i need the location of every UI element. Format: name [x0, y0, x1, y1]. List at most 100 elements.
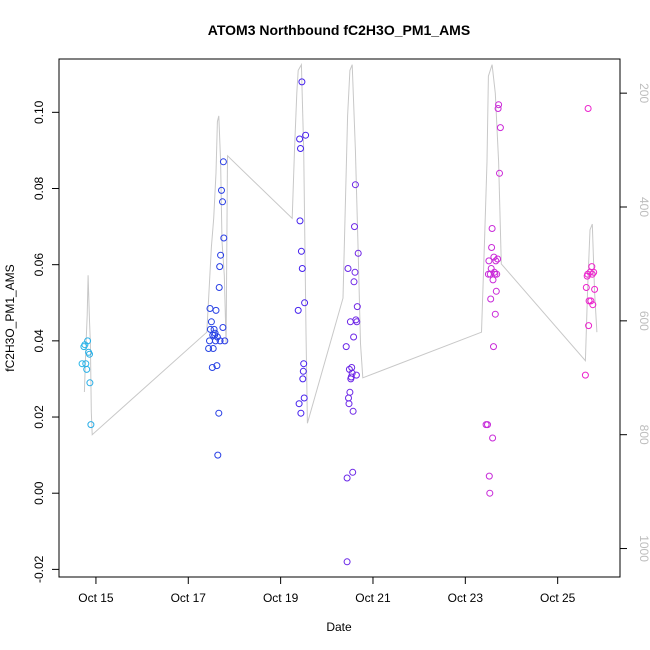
data-point — [211, 329, 219, 337]
data-points — [78, 78, 599, 566]
data-point — [487, 295, 495, 303]
data-point — [495, 101, 503, 109]
y-tick-label: 0.06 — [32, 253, 46, 277]
data-point — [584, 270, 592, 278]
y2-axis: 200 400 600 800 1000 — [619, 59, 650, 577]
data-point — [205, 345, 213, 352]
data-point — [588, 270, 596, 278]
data-point — [344, 265, 352, 272]
data-point — [496, 169, 503, 177]
x-axis: Oct 15 Oct 17 Oct 19 Oct 21 Oct 23 Oct 25 — [78, 577, 576, 605]
data-point — [496, 124, 504, 132]
data-point — [342, 343, 350, 351]
x-tick-label: Oct 25 — [540, 591, 576, 605]
data-point — [349, 468, 357, 476]
data-point — [298, 265, 306, 272]
data-point — [221, 337, 229, 345]
data-point — [492, 287, 500, 295]
data-point — [351, 223, 358, 231]
data-point — [297, 409, 305, 417]
data-point — [217, 251, 225, 259]
y2-tick-label: 800 — [637, 425, 650, 445]
data-point — [219, 158, 227, 166]
chart-title: ATOM3 Northbound fC2H3O_PM1_AMS — [208, 22, 470, 38]
data-point — [296, 217, 304, 225]
data-point — [488, 225, 496, 232]
data-point — [219, 324, 227, 331]
data-point — [486, 489, 494, 497]
data-point — [298, 78, 306, 86]
data-point — [487, 265, 495, 272]
data-point — [591, 285, 599, 293]
data-point — [297, 247, 305, 255]
y-axis: -0.02 0.00 0.02 0.04 0.06 0.08 0.10 — [32, 100, 59, 583]
data-point — [492, 257, 500, 265]
data-point — [493, 270, 501, 278]
data-point — [587, 297, 595, 305]
data-point — [86, 350, 93, 358]
y2-tick-label: 600 — [637, 311, 650, 331]
data-point — [488, 244, 496, 251]
y-axis-label: fC2H3O_PM1_AMS — [3, 264, 17, 371]
data-point — [352, 371, 360, 379]
x-tick-label: Oct 23 — [448, 591, 484, 605]
data-point — [206, 337, 213, 345]
y2-tick-label: 1000 — [637, 535, 650, 562]
data-point — [294, 306, 302, 314]
data-point — [301, 299, 309, 307]
data-point — [215, 284, 223, 291]
data-point — [299, 367, 307, 375]
data-point — [216, 263, 224, 271]
data-point — [87, 421, 95, 429]
data-point — [302, 131, 310, 139]
data-point — [348, 369, 356, 377]
data-point — [353, 303, 361, 311]
data-point — [300, 394, 308, 402]
data-point — [353, 318, 361, 326]
y-tick-label: 0.04 — [32, 329, 46, 353]
data-point — [216, 337, 224, 345]
data-point — [589, 301, 597, 309]
data-point — [83, 365, 91, 373]
data-point — [485, 257, 493, 265]
data-point — [215, 409, 223, 417]
data-point — [485, 472, 493, 480]
data-point — [350, 278, 358, 286]
data-point — [218, 186, 225, 194]
pressure-line — [83, 62, 598, 436]
data-point — [295, 400, 303, 408]
pressure-trace — [83, 62, 598, 436]
data-point — [213, 362, 221, 370]
data-point — [212, 337, 219, 345]
data-point — [214, 451, 222, 459]
data-point — [351, 181, 359, 189]
data-point — [206, 305, 214, 312]
x-tick-label: Oct 17 — [171, 591, 207, 605]
data-point — [219, 198, 226, 206]
data-point — [212, 306, 220, 314]
data-point — [343, 474, 351, 482]
data-point — [351, 268, 359, 276]
y2-tick-label: 400 — [637, 197, 650, 217]
data-point — [207, 318, 215, 326]
y-tick-label: 0.02 — [32, 405, 46, 429]
data-point — [354, 249, 362, 257]
data-point — [346, 388, 354, 396]
data-point — [584, 105, 592, 112]
data-point — [490, 253, 498, 261]
data-point — [86, 379, 94, 387]
x-tick-label: Oct 19 — [263, 591, 299, 605]
data-point — [297, 145, 304, 152]
data-point — [581, 371, 589, 379]
data-point — [345, 394, 352, 402]
data-point — [490, 343, 497, 351]
data-point — [582, 284, 590, 291]
y-tick-label: -0.02 — [32, 555, 46, 583]
y-tick-label: 0.08 — [32, 176, 46, 200]
plot-frame — [58, 58, 621, 578]
data-point — [585, 322, 593, 330]
data-point — [590, 268, 598, 276]
data-point — [343, 558, 351, 566]
data-point — [220, 234, 228, 242]
